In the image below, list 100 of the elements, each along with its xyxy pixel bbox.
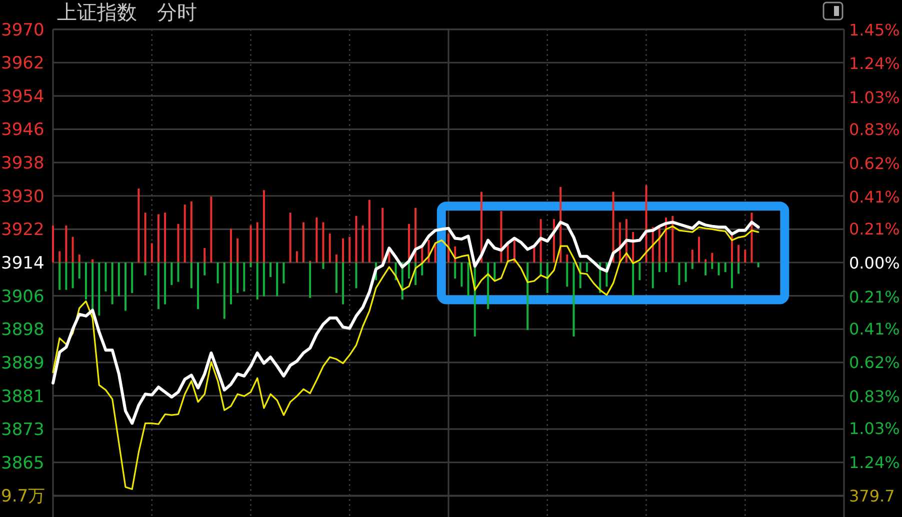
y2-tick-label: 0.00% xyxy=(849,254,900,272)
bar xyxy=(526,262,529,330)
bar xyxy=(730,262,733,288)
bar xyxy=(546,262,548,294)
bar xyxy=(138,188,140,262)
bar xyxy=(348,236,351,262)
bar xyxy=(256,262,258,300)
y-tick-label: 3865 xyxy=(1,453,44,474)
y2-tick-label: 1.45% xyxy=(849,20,900,40)
bar xyxy=(718,262,720,276)
bar xyxy=(52,226,54,262)
bar xyxy=(678,262,680,286)
bar xyxy=(368,200,370,262)
bar xyxy=(236,238,239,262)
y-tick-label: 3938 xyxy=(1,154,44,174)
y2-tick-label: 0.62% xyxy=(849,154,900,173)
y-tick-label: 3922 xyxy=(1,220,44,240)
bar xyxy=(118,262,120,296)
bar xyxy=(309,262,312,298)
bar xyxy=(328,234,331,262)
bar xyxy=(262,262,265,296)
bar xyxy=(65,262,68,290)
bar xyxy=(342,262,344,304)
y-tick-label: 3954 xyxy=(1,86,44,107)
y2-tick-label: 0.41% xyxy=(849,319,900,338)
y2-tick-label: 1.24% xyxy=(849,452,900,472)
bar xyxy=(684,262,687,282)
bar xyxy=(408,262,410,279)
bar xyxy=(164,262,166,304)
bar xyxy=(322,262,324,269)
bar xyxy=(704,259,707,262)
bar xyxy=(645,185,648,262)
bar xyxy=(190,262,192,288)
text: 379.7 xyxy=(849,486,895,506)
bar xyxy=(92,262,94,311)
bar xyxy=(335,254,338,262)
bar xyxy=(223,262,226,319)
bar xyxy=(335,262,338,294)
bar xyxy=(72,236,74,262)
bar xyxy=(236,262,239,294)
bar xyxy=(164,212,166,262)
bar xyxy=(691,250,694,262)
bar xyxy=(586,262,588,272)
bar xyxy=(98,262,100,316)
bar xyxy=(487,262,490,310)
line-series xyxy=(52,226,760,490)
chart-title: 上证指数 xyxy=(57,0,137,24)
bar xyxy=(414,208,417,262)
bar xyxy=(157,262,160,310)
bar xyxy=(144,212,146,262)
y2-tick-label: 0.62% xyxy=(849,353,900,372)
y-tick-label: 3881 xyxy=(1,386,44,407)
bar xyxy=(665,262,668,272)
bar xyxy=(302,222,304,262)
y2-tick-label: 1.03% xyxy=(849,419,900,438)
bar xyxy=(131,262,134,294)
bar xyxy=(190,201,192,262)
bar xyxy=(270,262,272,277)
bar xyxy=(289,212,292,262)
bar xyxy=(448,234,450,262)
bar xyxy=(355,262,358,288)
bar xyxy=(65,226,68,262)
bar xyxy=(566,262,568,287)
y2-tick-label: 1.03% xyxy=(849,88,900,107)
bar xyxy=(342,238,344,262)
bar xyxy=(494,262,496,280)
y2-tick-label: 0.83% xyxy=(849,386,900,406)
bar xyxy=(78,262,80,279)
bar xyxy=(144,262,146,276)
bar xyxy=(250,226,252,262)
bar xyxy=(184,204,186,262)
bar xyxy=(632,262,634,296)
bar xyxy=(652,262,654,288)
bar xyxy=(467,262,470,296)
text: 9.7万 xyxy=(1,486,46,507)
y-tick-label: 3946 xyxy=(1,120,44,140)
chart-subtitle: 分时 xyxy=(157,0,197,24)
bar xyxy=(612,192,614,262)
y-tick-label: 3889 xyxy=(1,353,44,374)
bar xyxy=(210,196,212,262)
bar xyxy=(150,243,153,262)
bar xyxy=(362,226,364,262)
bar xyxy=(104,262,107,292)
bar xyxy=(58,251,61,262)
y-tick-label: 3906 xyxy=(1,286,44,307)
y-tick-label: 3970 xyxy=(1,20,44,40)
bar xyxy=(757,262,760,268)
bar xyxy=(454,262,456,279)
bar xyxy=(197,262,200,310)
y2-tick-label: 0.21% xyxy=(849,287,900,306)
bar xyxy=(658,227,660,262)
y2-tick-label: 1.24% xyxy=(849,54,900,74)
y-tick-label: 3914 xyxy=(1,254,44,274)
bar xyxy=(124,262,127,311)
bar xyxy=(276,262,278,296)
bar xyxy=(262,190,265,262)
bar xyxy=(382,208,384,262)
bar xyxy=(84,262,87,300)
bar xyxy=(230,262,232,304)
bar xyxy=(691,262,694,269)
